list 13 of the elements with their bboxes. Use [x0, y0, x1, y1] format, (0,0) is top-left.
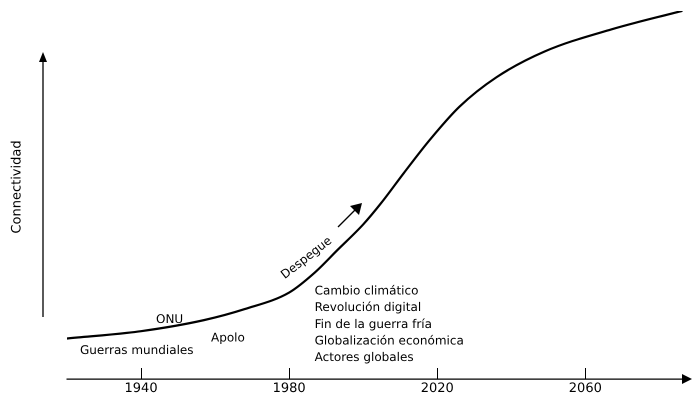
annotation: Actores globales	[314, 350, 414, 364]
annotation: Globalización económica	[314, 334, 464, 348]
x-tick-label: 1980	[272, 381, 306, 396]
annotation: Fin de la guerra fría	[314, 316, 432, 331]
x-tick-label: 1940	[124, 381, 158, 396]
x-tick-label: 2060	[568, 381, 602, 396]
annotation: Revolución digital	[314, 300, 422, 314]
annotation: Guerras mundiales	[80, 343, 194, 358]
y-axis-title: Connectividad	[9, 140, 24, 234]
annotation: ONU	[156, 312, 184, 326]
annotation: Apolo	[211, 330, 245, 345]
x-tick-label: 2020	[420, 381, 454, 396]
annotation: Cambio climático	[314, 283, 418, 298]
